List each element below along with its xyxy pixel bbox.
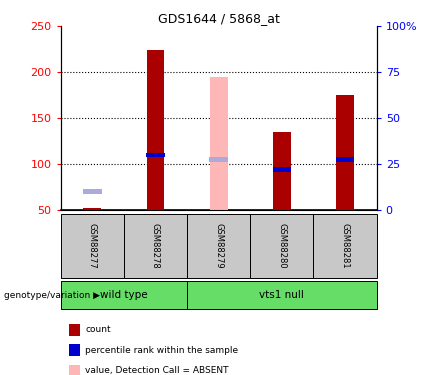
Text: GSM88278: GSM88278 (151, 223, 160, 268)
Title: GDS1644 / 5868_at: GDS1644 / 5868_at (158, 12, 280, 25)
Bar (84, 208, 101, 210)
Bar (61, 214, 124, 278)
Bar (336, 95, 354, 210)
Text: genotype/variation ▶: genotype/variation ▶ (4, 291, 100, 300)
Bar (146, 153, 165, 157)
Text: value, Detection Call = ABSENT: value, Detection Call = ABSENT (85, 366, 229, 375)
Bar (313, 214, 377, 278)
Bar (210, 77, 227, 210)
Bar (187, 214, 250, 278)
Bar (61, 281, 187, 309)
Text: GSM88277: GSM88277 (88, 223, 97, 268)
Text: GSM88280: GSM88280 (278, 223, 286, 268)
Bar (147, 50, 164, 210)
Bar (250, 214, 313, 278)
Bar (273, 132, 291, 210)
Text: GSM88279: GSM88279 (214, 223, 223, 268)
Text: percentile rank within the sample: percentile rank within the sample (85, 346, 239, 355)
Bar (124, 214, 187, 278)
Bar (336, 157, 354, 162)
Text: count: count (85, 325, 111, 334)
Bar (83, 189, 101, 194)
Bar (273, 167, 291, 172)
Text: vts1 null: vts1 null (259, 290, 304, 300)
Text: wild type: wild type (100, 290, 148, 300)
Text: GSM88281: GSM88281 (341, 223, 349, 268)
Bar (187, 281, 377, 309)
Bar (210, 157, 228, 162)
